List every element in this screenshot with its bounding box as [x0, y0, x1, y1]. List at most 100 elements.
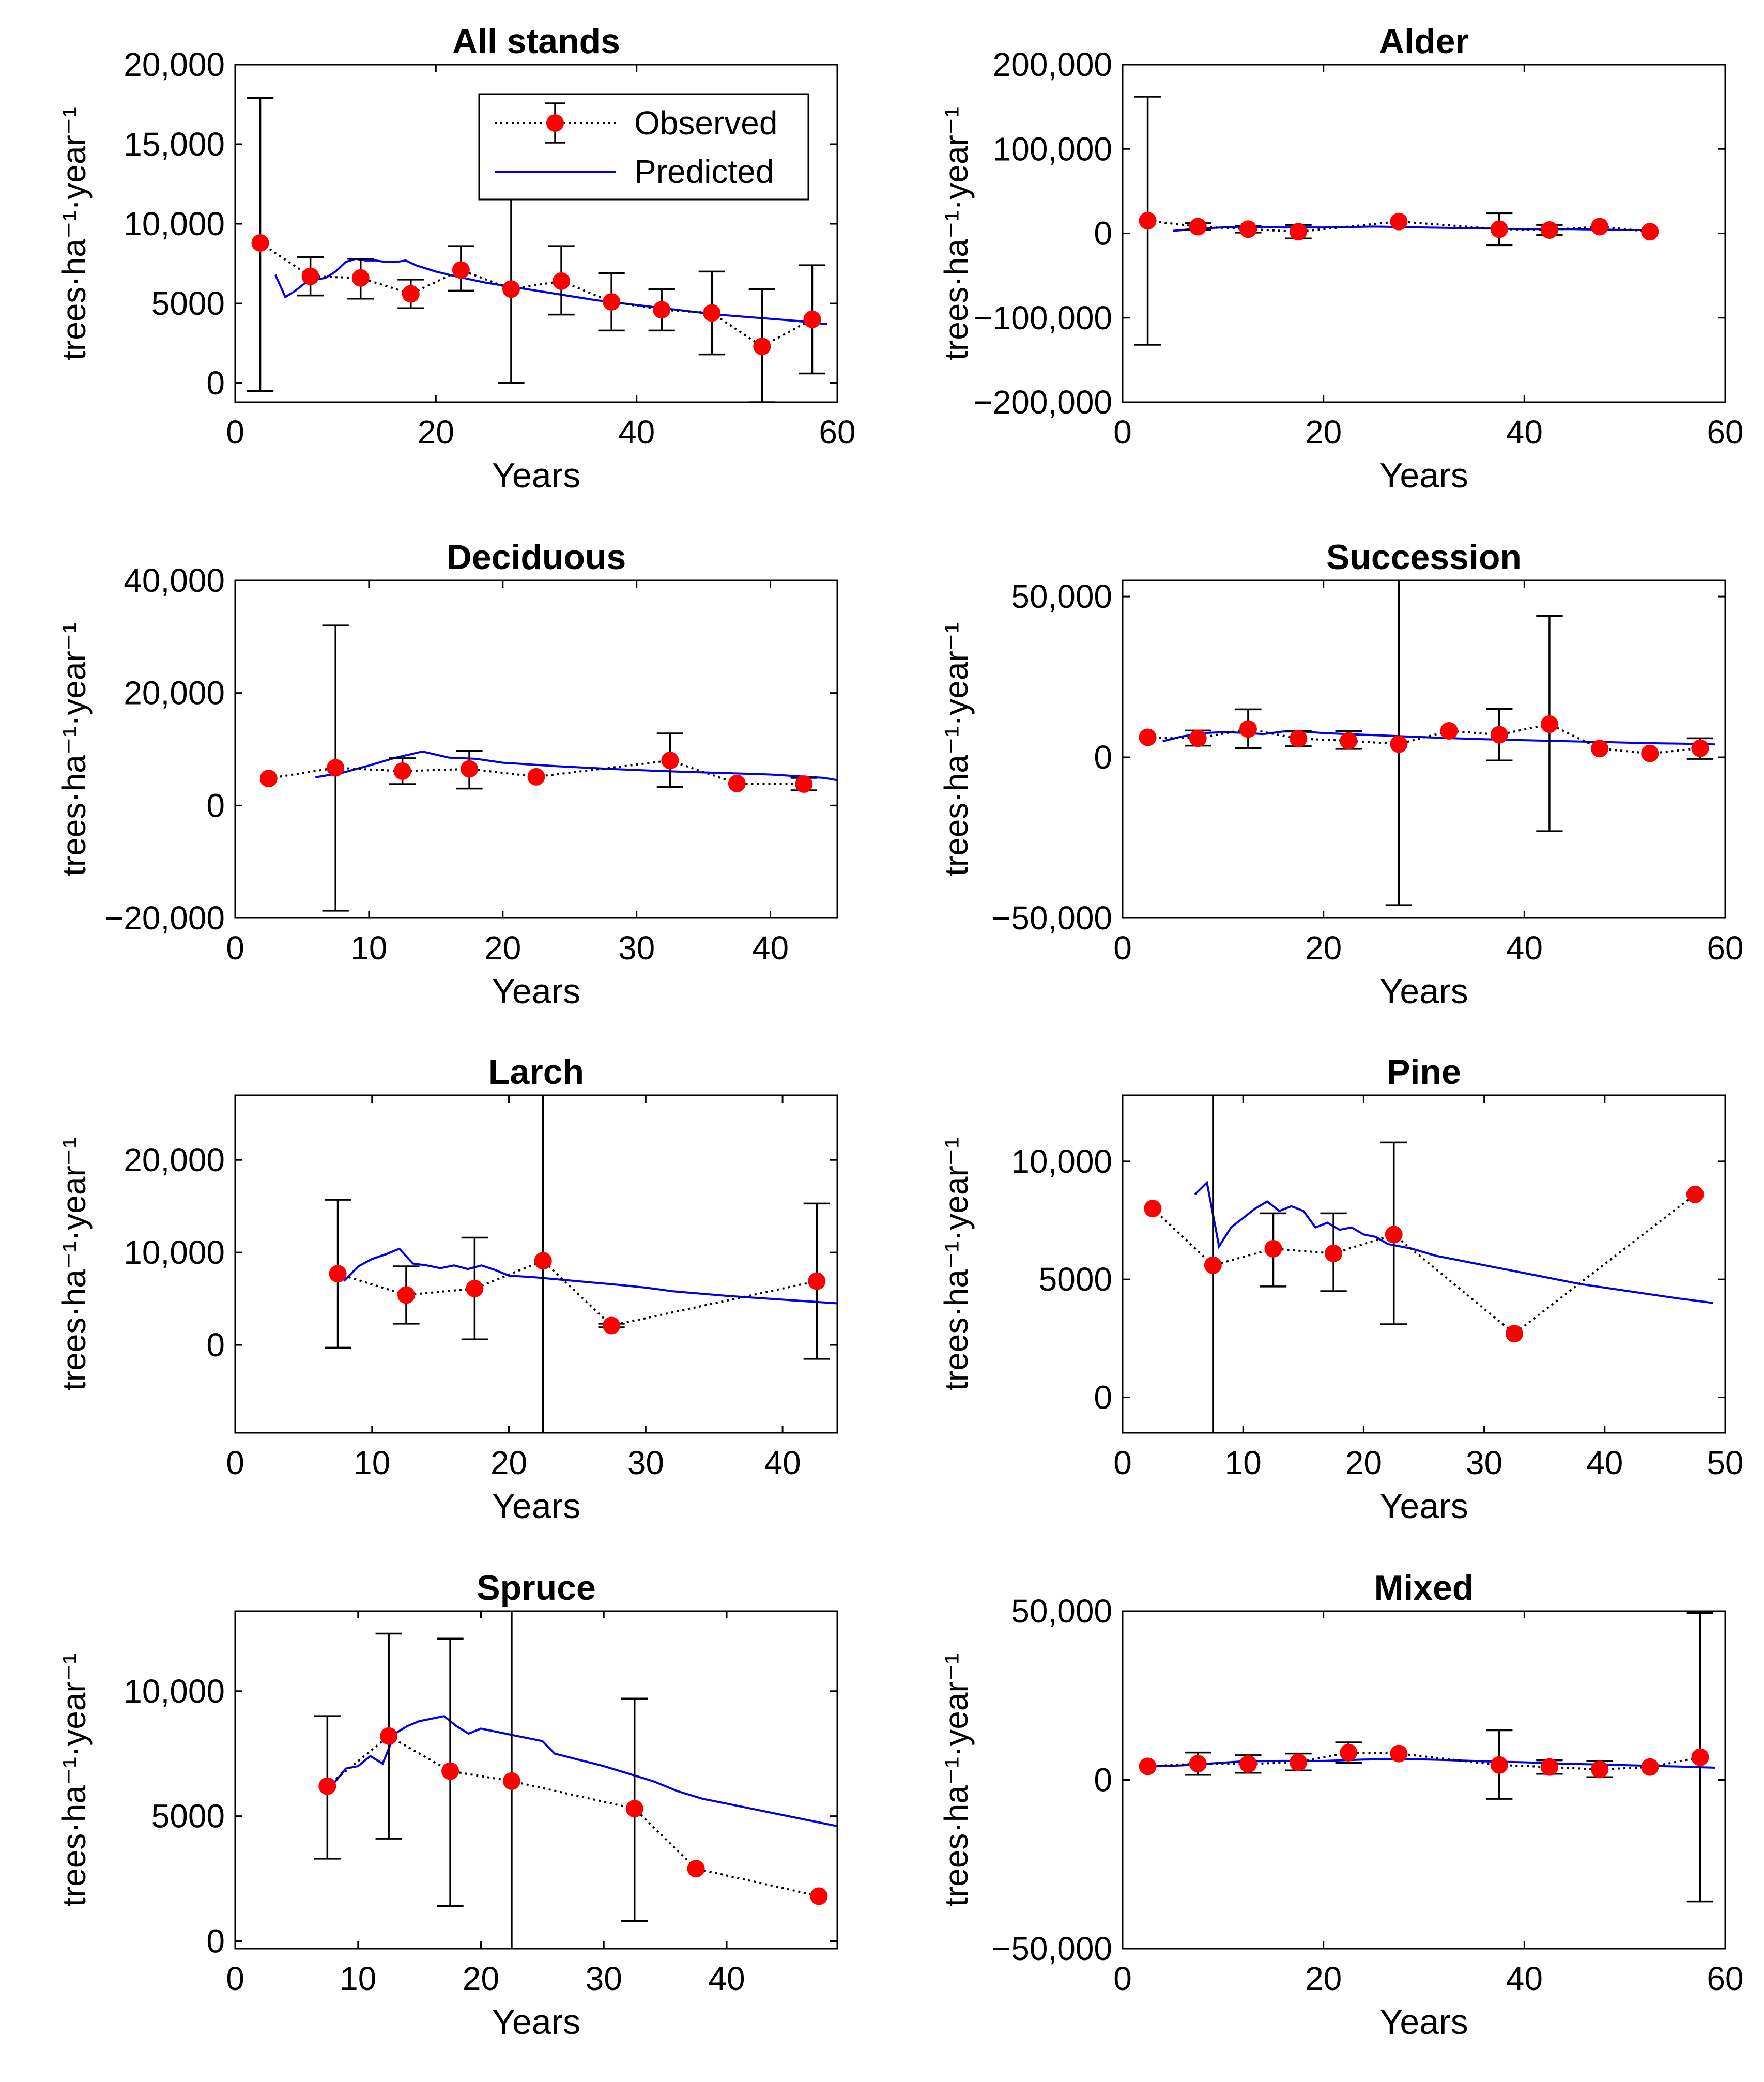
observed-point	[1591, 1760, 1609, 1779]
observed-point	[1540, 221, 1558, 239]
x-axis-label: Years	[492, 456, 580, 495]
x-tick-label: 30	[627, 1444, 664, 1481]
observed-point	[380, 1727, 398, 1745]
chart-title: Larch	[488, 1052, 584, 1092]
y-tick-label: 0	[1094, 215, 1112, 252]
x-tick-label: 10	[1225, 1444, 1262, 1481]
x-tick-label: 40	[618, 414, 655, 451]
observed-point	[1239, 1755, 1257, 1773]
observed-point	[1139, 728, 1157, 746]
observed-point	[1290, 223, 1308, 241]
x-tick-label: 20	[463, 1960, 499, 1997]
observed-point	[1139, 212, 1157, 230]
x-tick-label: 20	[1305, 414, 1342, 451]
x-tick-label: 30	[618, 929, 655, 967]
x-tick-label: 30	[586, 1960, 622, 1997]
observed-point	[1540, 715, 1558, 733]
chart-title: Spruce	[477, 1568, 596, 1608]
observed-point	[1290, 729, 1308, 747]
x-tick-label: 20	[484, 929, 521, 967]
observed-point	[653, 301, 671, 319]
observed-point	[452, 261, 470, 279]
observed-point	[502, 1772, 520, 1790]
x-tick-label: 60	[1707, 414, 1743, 451]
x-tick-label: 30	[1466, 1444, 1502, 1481]
x-tick-label: 0	[1113, 1444, 1132, 1481]
y-tick-label: 0	[206, 364, 225, 402]
observed-point	[251, 234, 269, 252]
y-tick-label: 50,000	[1011, 578, 1112, 615]
axes-box	[1122, 64, 1726, 403]
observed-series-line	[338, 1259, 817, 1327]
observed-point	[1144, 1200, 1162, 1218]
observed-point	[1540, 1758, 1558, 1776]
y-tick-label: 20,000	[124, 46, 225, 83]
axes-box	[234, 1610, 838, 1950]
axes-box	[1122, 1610, 1726, 1950]
plot-area	[259, 624, 837, 912]
observed-point	[1440, 722, 1458, 740]
observed-series-line	[1147, 723, 1700, 755]
observed-point	[661, 752, 679, 770]
observed-point	[1189, 218, 1207, 236]
observed-point	[534, 1252, 552, 1270]
axes-box	[1122, 579, 1726, 919]
plot-area	[1139, 580, 1715, 906]
observed-point	[1641, 223, 1659, 241]
x-tick-label: 10	[340, 1960, 376, 1997]
observed-point	[397, 1286, 415, 1304]
legend-observed-label: Observed	[634, 104, 777, 142]
x-tick-label: 20	[490, 1444, 527, 1481]
plot-area	[1144, 1095, 1713, 1433]
x-tick-label: 20	[1345, 1444, 1382, 1481]
plot-area	[1139, 1612, 1715, 1903]
x-axis-label: Years	[1379, 972, 1468, 1011]
plot-area	[1134, 96, 1659, 346]
y-tick-label: 10,000	[124, 205, 225, 242]
x-tick-label: 0	[226, 929, 244, 967]
observed-point	[1641, 1758, 1659, 1776]
x-tick-label: 60	[1707, 1960, 1743, 1997]
y-tick-label: 10,000	[1011, 1143, 1112, 1180]
observed-point	[703, 304, 721, 322]
observed-point	[625, 1800, 643, 1818]
observed-series-line	[327, 1735, 819, 1897]
observed-point	[327, 759, 345, 777]
x-tick-label: 0	[1113, 929, 1132, 967]
y-axis-label: trees·ha⁻¹·year⁻¹	[938, 1653, 975, 1907]
x-tick-label: 0	[226, 1960, 244, 1997]
y-tick-label: −50,000	[992, 899, 1112, 937]
predicted-series-line	[315, 750, 837, 782]
observed-point	[1204, 1256, 1222, 1274]
y-axis-label: trees·ha⁻¹·year⁻¹	[55, 622, 93, 876]
x-tick-label: 0	[226, 1444, 244, 1481]
chart-title: Mixed	[1374, 1568, 1474, 1608]
observed-point	[1340, 732, 1358, 750]
observed-point	[553, 272, 571, 290]
observed-point	[329, 1265, 347, 1283]
chart-title: Succession	[1326, 538, 1522, 577]
y-tick-label: −200,000	[973, 384, 1112, 421]
y-axis-label: trees·ha⁻¹·year⁻¹	[55, 1653, 93, 1907]
x-tick-label: 20	[418, 414, 454, 451]
chart-title: Deciduous	[447, 538, 626, 577]
y-tick-label: 50,000	[1011, 1593, 1112, 1630]
observed-point	[803, 310, 821, 328]
observed-point	[1189, 729, 1207, 747]
y-tick-label: 40,000	[124, 562, 225, 599]
x-tick-label: 0	[1113, 1960, 1132, 1997]
observed-point	[1264, 1239, 1282, 1258]
y-tick-label: 200,000	[993, 46, 1112, 83]
axes-box	[1122, 1094, 1726, 1434]
y-tick-label: −100,000	[973, 299, 1112, 336]
predicted-series-line	[1194, 1180, 1713, 1304]
y-axis-label: trees·ha⁻¹·year⁻¹	[55, 106, 93, 360]
x-tick-label: 40	[1506, 414, 1543, 451]
observed-point	[502, 280, 520, 298]
y-tick-label: 5000	[151, 285, 225, 322]
chart-panel-pine: 0 10 20 30 40 50 0 5000 10,000 Pine Years trees·ha⁻…	[938, 1052, 1744, 1526]
x-tick-label: 40	[764, 1444, 801, 1481]
observed-point	[1490, 220, 1508, 238]
y-axis-label: trees·ha⁻¹·year⁻¹	[55, 1137, 93, 1391]
observed-point	[466, 1279, 484, 1297]
